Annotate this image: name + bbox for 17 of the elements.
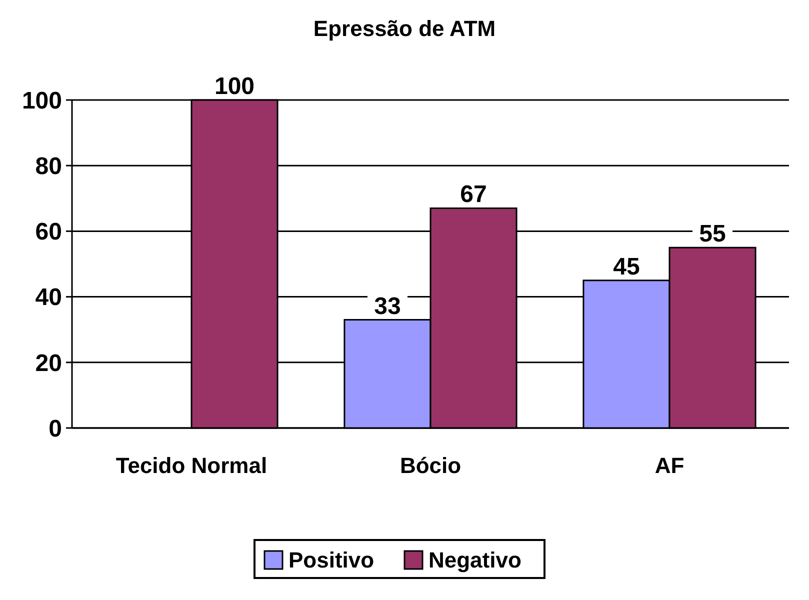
y-tick-label: 60: [35, 218, 62, 246]
data-label: 55: [699, 220, 726, 248]
y-tick-label: 20: [35, 350, 62, 377]
y-tick-label: 40: [35, 284, 62, 312]
x-tick-label: Bócio: [400, 453, 462, 478]
chart-title: Epressão de ATM: [313, 16, 496, 41]
data-label: 33: [374, 292, 401, 320]
legend-label: Negativo: [428, 548, 522, 573]
x-tick-label: Tecido Normal: [116, 453, 268, 478]
x-tick-label: AF: [654, 453, 684, 478]
data-label: 100: [214, 73, 255, 100]
data-label: 67: [460, 181, 487, 208]
legend-label: Positivo: [288, 548, 374, 573]
y-tick-label: 0: [48, 415, 62, 442]
y-tick-label: 80: [35, 153, 62, 180]
y-tick-label: 100: [22, 87, 62, 114]
data-label: 45: [613, 253, 640, 280]
